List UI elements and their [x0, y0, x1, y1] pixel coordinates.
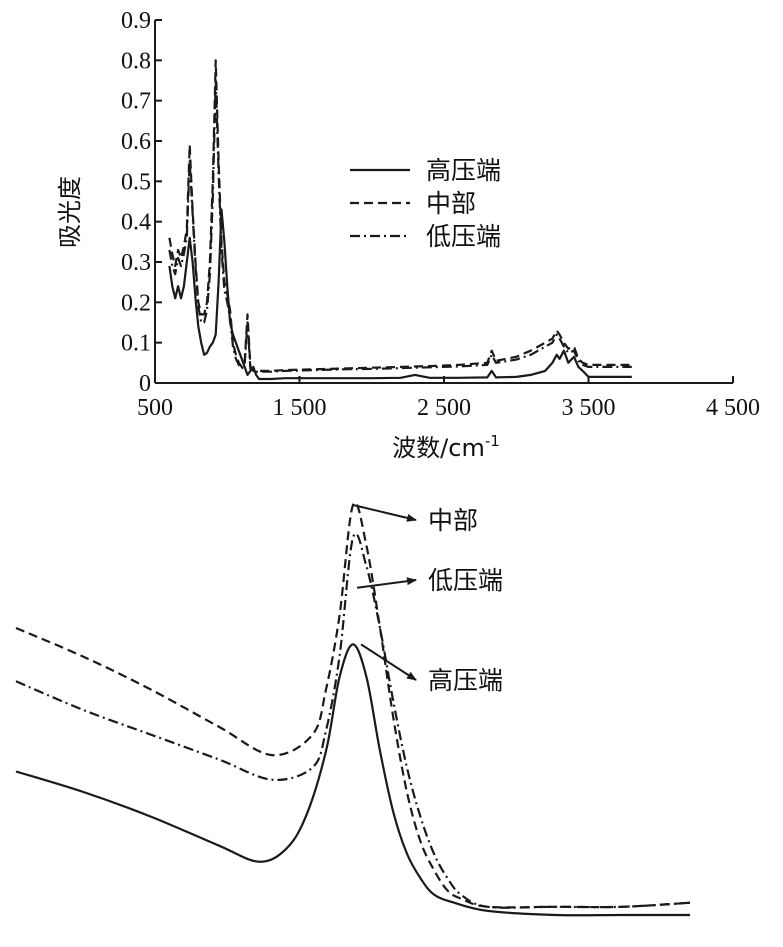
zoom-series-line-1: [15, 501, 691, 909]
y-tick-label: 0.9: [121, 8, 151, 34]
x-axis-title-main: 波数/cm: [392, 434, 485, 462]
x-axis-title-sup: -1: [485, 432, 500, 450]
zoom-series-line-2: [15, 532, 691, 909]
callout-arrow: [360, 643, 417, 681]
legend-label: 高压端: [426, 156, 501, 185]
top-axes: 0 0.1 0.2 0.3 0.4 0.5 0.6 0.7 0.8 0.9 500 1 500 2 50…: [121, 8, 760, 421]
x-axis-title: 波数/cm-1: [392, 432, 500, 462]
legend-label: 低压端: [426, 222, 501, 251]
y-tick-label: 0.8: [121, 48, 151, 74]
top-series-group: [168, 59, 632, 381]
x-tick-label: 4 500: [706, 395, 760, 421]
y-tick-label: 0.4: [121, 210, 151, 236]
callout-label: 低压端: [428, 566, 503, 595]
legend-label: 中部: [426, 189, 476, 218]
top-absorbance-chart: 0 0.1 0.2 0.3 0.4 0.5 0.6 0.7 0.8 0.9 500 1 500 2 50…: [56, 8, 760, 462]
y-tick-label: 0.1: [121, 331, 151, 357]
callout-label: 中部: [428, 506, 478, 535]
x-tick-label: 1 500: [273, 395, 327, 421]
y-tick-label: 0.7: [121, 89, 151, 115]
y-tick-label: 0: [139, 371, 151, 397]
callout-label: 高压端: [428, 666, 503, 695]
y-tick-label: 0.5: [121, 169, 151, 195]
series-line-1: [168, 208, 632, 381]
x-tick-label: 2 500: [417, 395, 471, 421]
callout-arrow: [352, 504, 417, 522]
x-tick-label: 3 500: [562, 395, 616, 421]
callout-arrow: [356, 577, 417, 589]
y-tick-label: 0.3: [121, 250, 151, 276]
y-axis-title: 吸光度: [56, 176, 84, 248]
zoom-series-line-3: [15, 643, 690, 917]
bottom-series-group: [15, 501, 691, 917]
x-tick-label: 500: [137, 395, 173, 421]
series-line-3: [168, 79, 632, 373]
y-tick-label: 0.2: [121, 290, 151, 316]
y-tick-label: 0.6: [121, 129, 151, 155]
series-line-2: [168, 59, 632, 372]
